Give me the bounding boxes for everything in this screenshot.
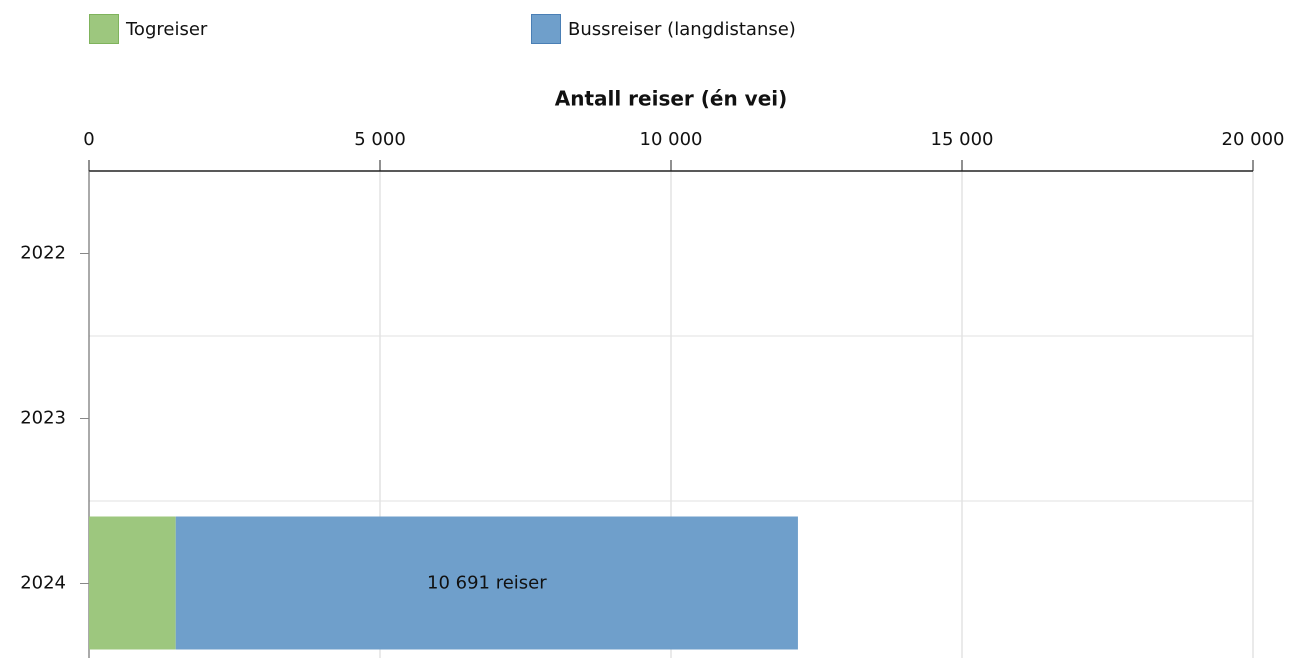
x-tick-label: 20 000 bbox=[1222, 129, 1285, 150]
y-tick-label: 2022 bbox=[20, 243, 66, 264]
x-tick-label: 5 000 bbox=[354, 129, 406, 150]
bar-segment bbox=[175, 516, 798, 650]
bar-segment bbox=[89, 516, 176, 650]
legend-swatch bbox=[531, 14, 561, 44]
legend-label: Togreiser bbox=[125, 19, 208, 40]
x-tick-label: 10 000 bbox=[640, 129, 703, 150]
x-tick-label: 15 000 bbox=[931, 129, 994, 150]
y-tick-label: 2023 bbox=[20, 408, 66, 429]
y-tick-label: 2024 bbox=[20, 573, 66, 594]
legend-swatch bbox=[89, 14, 119, 44]
data-label: 10 691 reiser bbox=[427, 573, 547, 594]
legend-label: Bussreiser (langdistanse) bbox=[568, 19, 796, 40]
x-tick-label: 0 bbox=[83, 129, 94, 150]
x-axis-title: Antall reiser (én vei) bbox=[555, 87, 788, 111]
